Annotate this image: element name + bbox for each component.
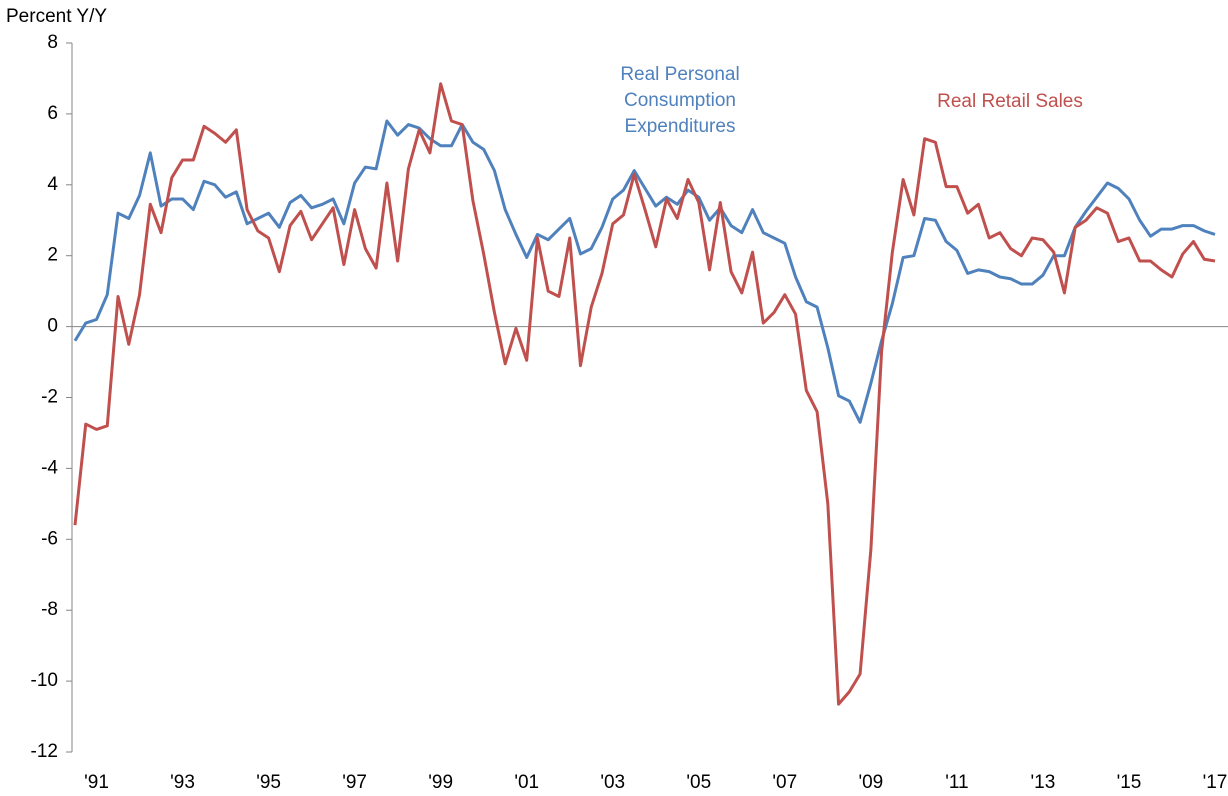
x-tick-label: '93 bbox=[170, 772, 195, 793]
x-tick-label: '01 bbox=[514, 772, 539, 793]
x-tick-label: '95 bbox=[256, 772, 281, 793]
y-tick-label: -6 bbox=[41, 528, 58, 549]
y-tick-label: 0 bbox=[47, 316, 58, 337]
y-tick-label: -2 bbox=[41, 387, 58, 408]
series-line bbox=[73, 82, 1216, 706]
x-tick-label: '91 bbox=[84, 772, 109, 793]
y-tick-label: -4 bbox=[41, 457, 58, 478]
x-tick-label: '17 bbox=[1203, 772, 1228, 793]
series-label: Real Personal Consumption Expenditures bbox=[620, 64, 740, 137]
x-tick-label: '09 bbox=[858, 772, 883, 793]
y-tick-label: -10 bbox=[31, 670, 58, 691]
x-tick-label: '15 bbox=[1117, 772, 1142, 793]
series-line bbox=[73, 119, 1216, 424]
x-tick-label: '13 bbox=[1031, 772, 1056, 793]
y-axis-label: Percent Y/Y bbox=[6, 6, 107, 27]
series-label: Real Retail Sales bbox=[937, 91, 1083, 112]
x-tick-label: '99 bbox=[428, 772, 453, 793]
y-tick-label: -8 bbox=[41, 599, 58, 620]
y-tick-label: 4 bbox=[47, 174, 58, 195]
x-tick-label: '97 bbox=[342, 772, 367, 793]
x-tick-label: '07 bbox=[772, 772, 797, 793]
y-tick-label: 6 bbox=[47, 103, 58, 124]
x-tick-label: '05 bbox=[686, 772, 711, 793]
x-tick-label: '11 bbox=[945, 772, 968, 793]
y-tick-label: 2 bbox=[47, 245, 58, 266]
y-tick-label: -12 bbox=[31, 741, 58, 762]
x-tick-label: '03 bbox=[600, 772, 625, 793]
y-tick-label: 8 bbox=[47, 32, 58, 53]
